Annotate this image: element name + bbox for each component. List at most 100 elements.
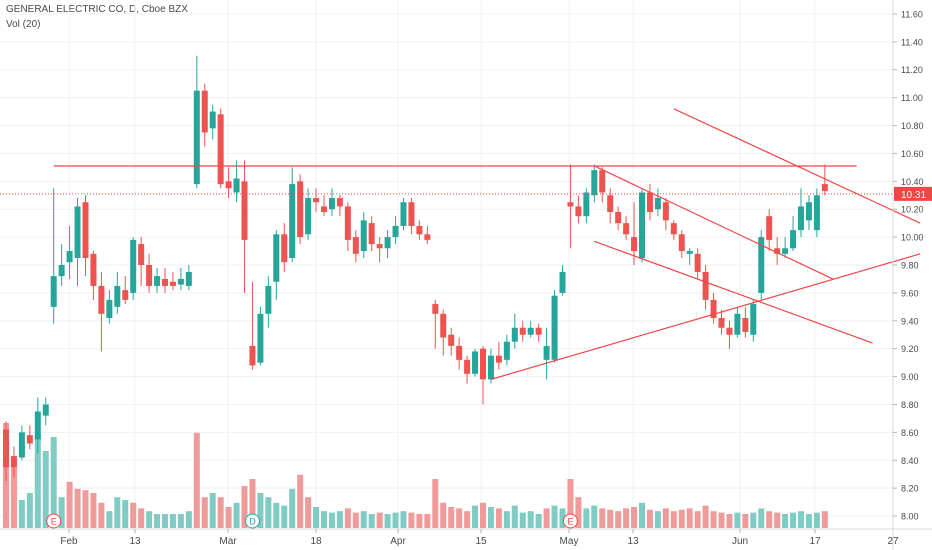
volume-bar <box>360 511 367 528</box>
candle-body <box>726 327 733 335</box>
time-tick-label: 18 <box>310 536 322 547</box>
volume-bar <box>201 497 208 528</box>
price-tick-label: 9.80 <box>901 261 919 271</box>
volume-bar <box>42 451 49 528</box>
volume-bar <box>74 488 81 528</box>
volume-bar <box>798 511 804 528</box>
volume-bar <box>575 497 582 528</box>
candle-body <box>34 411 41 440</box>
candle-body <box>567 202 574 207</box>
volume-bar <box>376 512 383 528</box>
volume-bar <box>209 493 216 528</box>
volume-layer <box>3 423 828 528</box>
volume-bar <box>169 514 176 528</box>
price-tick-label: 11.00 <box>901 93 923 103</box>
candle-body <box>734 313 741 335</box>
earnings-event-marker[interactable] <box>46 513 62 529</box>
volume-bar <box>551 505 558 528</box>
volume-bar <box>726 514 733 528</box>
volume-bar <box>368 514 375 528</box>
candle-body <box>424 234 431 240</box>
volume-bar <box>289 488 296 528</box>
volume-bar <box>114 497 121 528</box>
volume-bar <box>790 512 797 528</box>
volume-bar <box>162 514 168 528</box>
candle-body <box>480 348 486 380</box>
candle-body <box>146 265 153 286</box>
volume-bar <box>527 511 534 528</box>
candle-body <box>607 195 614 212</box>
candle-body <box>448 334 455 346</box>
volume-bar <box>710 511 717 528</box>
candle-body <box>82 202 89 259</box>
candle-body <box>18 432 25 458</box>
volume-bar <box>249 479 256 528</box>
candle-body <box>297 181 304 238</box>
volume-bar <box>440 502 447 528</box>
volume-bar <box>615 511 622 528</box>
volume-bar <box>82 490 89 528</box>
earnings-event-marker[interactable] <box>562 513 578 529</box>
candle-body <box>185 271 192 286</box>
candle-body <box>281 234 288 263</box>
candle-body <box>575 206 582 217</box>
candle-body <box>519 327 526 335</box>
candle-body <box>487 355 494 380</box>
candle-body <box>114 285 121 307</box>
volume-bar <box>58 497 65 528</box>
candle-body <box>344 206 351 240</box>
volume-bar <box>154 514 161 528</box>
trendline[interactable] <box>490 253 921 380</box>
volume-bar <box>265 497 272 528</box>
candle-body <box>201 90 208 133</box>
price-tick-label: 9.20 <box>901 344 919 354</box>
candle-body <box>408 202 415 226</box>
volume-bar <box>535 514 542 528</box>
candle-body <box>742 318 749 332</box>
candle-body <box>472 351 479 374</box>
candle-body <box>241 181 248 240</box>
last-price-label: 10.31 <box>901 190 926 201</box>
trendline[interactable] <box>594 240 873 344</box>
price-tick-label: 10.40 <box>901 177 924 187</box>
candle-body <box>813 195 820 231</box>
volume-bar <box>686 508 693 528</box>
candle-body <box>750 304 757 335</box>
candle-body <box>376 244 383 249</box>
volume-bar <box>567 479 574 528</box>
volume-bar <box>519 512 526 528</box>
price-tick-label: 8.00 <box>901 512 919 522</box>
volume-bar <box>631 507 638 528</box>
candle-body <box>495 355 502 363</box>
volume-bar <box>448 507 455 528</box>
volume-bar <box>34 432 41 528</box>
candle-body <box>758 237 765 293</box>
volume-bar <box>670 511 677 528</box>
volume-bar <box>313 507 320 528</box>
candle-body <box>654 198 661 210</box>
price-tick-label: 11.20 <box>901 65 923 75</box>
candle-body <box>432 304 439 314</box>
candle-body <box>416 225 423 235</box>
candle-body <box>122 290 129 300</box>
volume-bar <box>321 511 327 528</box>
dividend-event-marker[interactable] <box>244 513 260 529</box>
candle-body <box>98 285 105 314</box>
volume-bar <box>297 474 304 528</box>
volume-bar <box>408 512 415 528</box>
candle-body <box>74 206 81 259</box>
volume-bar <box>344 508 351 528</box>
trendline[interactable] <box>594 165 834 280</box>
volume-bar <box>352 512 359 528</box>
volume-bar <box>305 497 312 528</box>
trendline[interactable] <box>673 108 921 224</box>
price-tick-label: 10.00 <box>901 233 924 243</box>
price-tick-label: 8.40 <box>901 456 919 466</box>
candle-body <box>265 285 272 314</box>
candle-body <box>273 234 280 282</box>
time-axis[interactable]: Feb 13 Mar 18 Apr 15 May 13 Jun 17 27 <box>0 528 932 547</box>
candle-body <box>702 271 709 300</box>
